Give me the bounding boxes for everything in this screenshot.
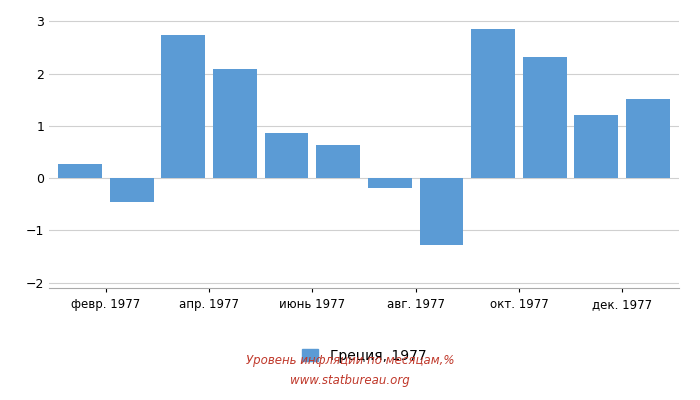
Legend: Греция, 1977: Греция, 1977 <box>296 343 432 368</box>
Text: www.statbureau.org: www.statbureau.org <box>290 374 410 387</box>
Bar <box>575 115 618 178</box>
Bar <box>316 145 360 178</box>
Bar <box>213 69 257 178</box>
Bar <box>419 178 463 244</box>
Bar <box>110 178 153 202</box>
Bar <box>265 133 309 178</box>
Bar <box>626 99 670 178</box>
Bar <box>58 164 102 178</box>
Bar <box>523 57 567 178</box>
Bar <box>471 29 515 178</box>
Text: Уровень инфляции по месяцам,%: Уровень инфляции по месяцам,% <box>246 354 454 367</box>
Bar <box>368 178 412 188</box>
Bar <box>161 35 205 178</box>
